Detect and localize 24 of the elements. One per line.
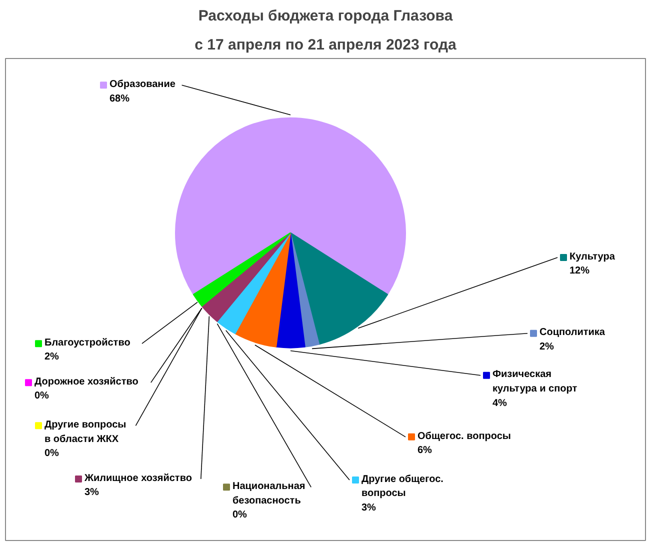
data-label: 3%	[362, 502, 376, 514]
chart-subtitle: с 17 апреля по 21 апреля 2023 года	[194, 36, 458, 54]
data-label: 2%	[44, 352, 60, 363]
data-label: 12%	[570, 266, 590, 277]
text: 0%	[232, 510, 247, 521]
legend-label: Образование	[110, 79, 176, 90]
legend-label: Национальная безопасность	[232, 481, 306, 506]
legend-label: Благоустройство	[44, 337, 130, 348]
legend-label: Физическая культура и спорт	[492, 369, 578, 395]
data-label: 68%	[110, 93, 130, 104]
legend-label: Дорожное хозяйство	[34, 376, 138, 388]
legend-label: Культура	[570, 251, 616, 262]
data-label: 6%	[418, 445, 432, 456]
data-label: 3%	[84, 487, 100, 498]
legend-label: Соцполитика	[540, 327, 606, 338]
text: 0%	[34, 390, 49, 402]
legend-label: Другие вопросы в области ЖКХ	[44, 419, 126, 445]
data-label: 2%	[540, 341, 554, 352]
data-label: 4%	[492, 398, 508, 409]
legend-label: Жилищное хозяйство	[84, 472, 192, 484]
legend-label: Другие общегос. вопросы	[362, 474, 444, 500]
text: 0%	[44, 448, 59, 460]
legend-label: Общегос. вопросы	[418, 430, 511, 442]
chart-title: Расходы бюджета города Глазова	[198, 8, 454, 24]
